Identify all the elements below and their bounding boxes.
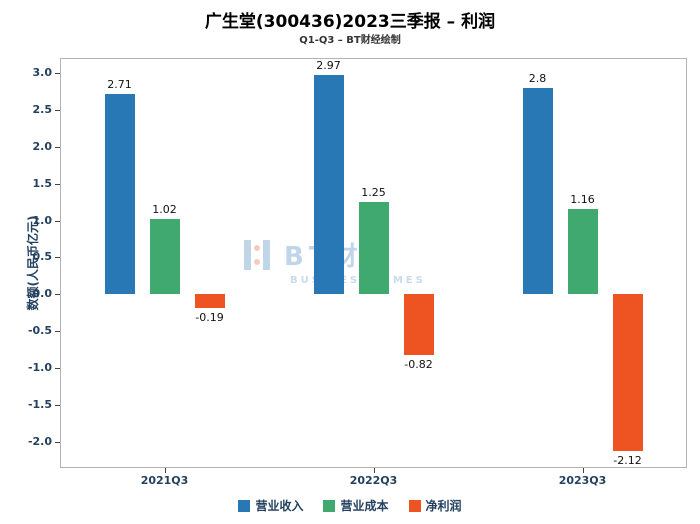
y-tick-mark — [55, 146, 60, 148]
bar-value-label: 2.8 — [528, 71, 547, 85]
bar-value-label: 1.02 — [152, 203, 177, 217]
y-tick-mark — [55, 72, 60, 74]
y-tick-label: 0.0 — [32, 287, 53, 301]
bar-营业收入-2021Q3 — [104, 94, 135, 295]
bar-营业成本-2022Q3 — [358, 202, 389, 295]
bt-logo-icon — [244, 239, 270, 270]
y-tick-label: -1.0 — [27, 361, 52, 375]
bar-营业成本-2021Q3 — [149, 219, 180, 295]
watermark-subtext: BUSINESS TIMES — [290, 275, 426, 286]
watermark: BT财经 BUSINESS TIMES — [242, 236, 472, 286]
bar-value-label: 2.71 — [107, 78, 132, 92]
y-tick-label: -2.0 — [27, 435, 52, 449]
chart-title: 广生堂(300436)2023三季报 – 利润 — [204, 12, 496, 32]
y-tick-label: 1.5 — [32, 176, 53, 190]
y-tick-label: -0.5 — [27, 324, 52, 338]
bar-value-label: -2.12 — [613, 454, 642, 467]
y-tick-label: -1.5 — [27, 398, 52, 412]
legend-swatch — [408, 499, 421, 512]
y-tick-label: 0.5 — [32, 250, 53, 264]
y-tick-mark — [55, 442, 60, 444]
legend-label: 营业收入 — [255, 499, 304, 513]
bar-value-label: 1.16 — [570, 192, 595, 206]
legend-swatch — [238, 499, 251, 512]
y-tick-label: 1.0 — [32, 213, 53, 227]
legend-label: 营业成本 — [340, 499, 389, 513]
y-tick-mark — [55, 405, 60, 407]
y-tick-label: 2.0 — [32, 139, 53, 153]
bar-营业收入-2022Q3 — [313, 74, 344, 295]
x-tick-label-2022Q3: 2022Q3 — [349, 474, 398, 487]
bar-value-label: -0.82 — [404, 357, 433, 371]
x-tick-mark — [373, 468, 375, 473]
x-tick-mark — [164, 468, 166, 473]
x-tick-label-2023Q3: 2023Q3 — [558, 474, 607, 487]
bar-净利润-2023Q3 — [612, 294, 643, 451]
bar-净利润-2021Q3 — [194, 294, 225, 309]
chart-subtitle: Q1-Q3 – BT财经绘制 — [299, 35, 401, 46]
y-tick-mark — [55, 368, 60, 370]
bar-value-label: 1.25 — [361, 186, 386, 200]
bar-value-label: 2.97 — [316, 58, 341, 72]
legend-item-净利润: 净利润 — [408, 497, 462, 514]
y-tick-mark — [55, 294, 60, 296]
bar-value-label: -0.19 — [195, 311, 224, 325]
legend-item-营业收入: 营业收入 — [238, 497, 303, 514]
y-tick-mark — [55, 331, 60, 333]
bar-营业成本-2023Q3 — [567, 208, 598, 295]
y-tick-mark — [55, 183, 60, 185]
legend-label: 净利润 — [425, 499, 462, 513]
y-tick-mark — [55, 257, 60, 259]
y-tick-label: 3.0 — [32, 65, 53, 79]
bar-营业收入-2023Q3 — [522, 87, 553, 295]
y-tick-mark — [55, 109, 60, 111]
legend-swatch — [323, 499, 336, 512]
legend: 营业收入 营业成本 净利润 — [0, 497, 700, 514]
y-tick-label: 2.5 — [32, 102, 53, 116]
x-tick-mark — [582, 468, 584, 473]
x-tick-label-2021Q3: 2021Q3 — [140, 474, 189, 487]
y-tick-mark — [55, 220, 60, 222]
legend-item-营业成本: 营业成本 — [323, 497, 389, 514]
bar-净利润-2022Q3 — [403, 294, 434, 355]
